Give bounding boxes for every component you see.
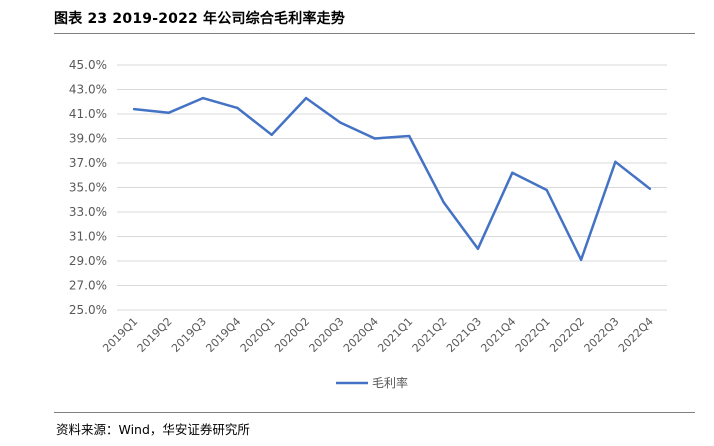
x-tick-label: 2022Q4 (616, 315, 656, 355)
data-point (545, 188, 548, 192)
y-tick-label: 45.0% (69, 58, 107, 72)
legend: 毛利率 (336, 375, 408, 390)
x-tick-label: 2022Q3 (581, 315, 621, 355)
y-tick-label: 35.0% (69, 181, 107, 195)
y-tick-label: 33.0% (69, 205, 107, 219)
y-tick-label: 29.0% (69, 254, 107, 268)
x-tick-label: 2022Q2 (547, 315, 587, 355)
data-point (407, 134, 411, 138)
y-tick-label: 41.0% (69, 107, 107, 121)
data-point (201, 96, 205, 100)
x-tick-label: 2020Q3 (306, 315, 346, 355)
series-group (132, 96, 652, 262)
data-point (167, 111, 170, 114)
x-tick-label: 2021Q2 (410, 315, 450, 355)
series-line-gross-margin (132, 96, 652, 262)
data-point (270, 133, 273, 137)
data-point (304, 96, 308, 100)
data-point (614, 160, 617, 163)
data-point (442, 201, 445, 204)
figure-title: 图表 23 2019-2022 年公司综合毛利率走势 (54, 11, 346, 27)
y-tick-label: 27.0% (69, 279, 107, 293)
footer-divider (54, 412, 695, 413)
data-point (339, 121, 342, 124)
data-point (373, 137, 377, 140)
x-tick-label: 2021Q4 (478, 315, 518, 355)
x-tick-label: 2020Q1 (238, 315, 278, 355)
x-tick-label: 2021Q3 (444, 315, 484, 355)
x-tick-label: 2021Q1 (375, 315, 415, 355)
data-point (132, 107, 136, 111)
x-tick-label: 2020Q2 (272, 315, 312, 355)
x-tick-label: 2019Q3 (169, 315, 209, 355)
y-tick-label: 31.0% (69, 230, 107, 244)
y-tick-label: 39.0% (69, 132, 107, 146)
source-note: 资料来源：Wind，华安证券研究所 (56, 422, 250, 437)
title-divider (54, 33, 695, 34)
data-point (476, 247, 480, 250)
y-tick-label: 25.0% (69, 303, 107, 317)
data-point (648, 187, 652, 190)
data-point (236, 106, 239, 110)
y-axis-ticks: 25.0% 27.0% 29.0% 31.0% 33.0% 35.0% 37.0% 39.0%… (69, 58, 107, 317)
x-tick-label: 2020Q4 (341, 315, 381, 355)
x-tick-label: 2019Q2 (135, 315, 175, 355)
x-tick-label: 2019Q1 (100, 315, 140, 355)
y-tick-label: 37.0% (69, 156, 107, 170)
data-point (511, 171, 514, 174)
x-tick-label: 2019Q4 (203, 315, 243, 355)
x-axis-ticks: 2019Q12019Q22019Q32019Q42020Q12020Q22020… (100, 315, 656, 355)
data-point (579, 258, 583, 261)
legend-label-gross-margin: 毛利率 (372, 375, 408, 390)
y-tick-label: 43.0% (69, 83, 107, 97)
x-tick-label: 2022Q1 (513, 315, 553, 355)
